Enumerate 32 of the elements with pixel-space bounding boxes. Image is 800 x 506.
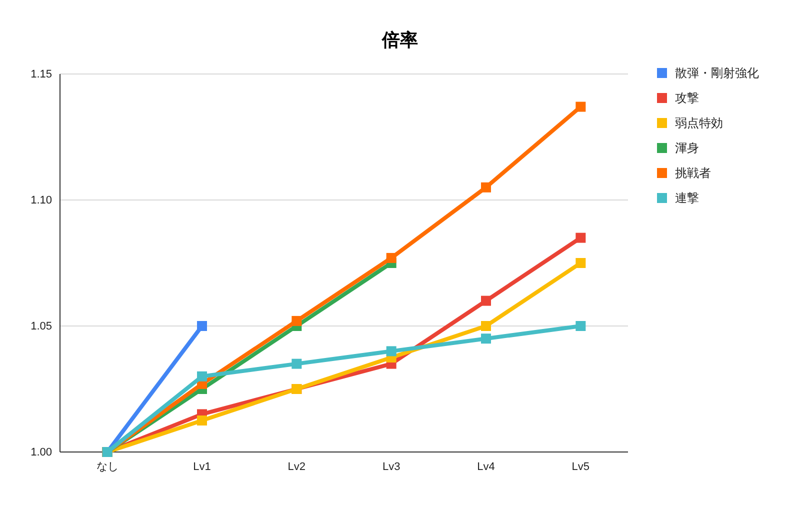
x-tick-label: Lv3 — [382, 460, 400, 473]
legend-label: 攻撃 — [675, 91, 699, 105]
x-tick-label: Lv2 — [288, 460, 306, 473]
y-tick-label: 1.05 — [30, 320, 52, 333]
point — [292, 358, 302, 369]
legend-label: 散弾・剛射強化 — [675, 66, 759, 80]
point — [576, 232, 586, 243]
point — [292, 316, 302, 326]
x-tick-label: Lv4 — [477, 460, 495, 473]
point — [386, 346, 396, 356]
point — [197, 321, 207, 331]
y-tick-label: 1.10 — [30, 194, 52, 207]
point — [481, 321, 491, 331]
chart-title: 倍率 — [381, 30, 418, 51]
x-tick-label: なし — [96, 460, 118, 473]
point — [197, 416, 207, 426]
y-tick-label: 1.00 — [30, 446, 52, 459]
point — [197, 371, 207, 382]
point — [386, 252, 396, 263]
x-tick-label: Lv5 — [572, 460, 590, 473]
legend-label: 挑戦者 — [675, 166, 711, 180]
point — [481, 182, 491, 192]
point — [576, 102, 586, 112]
point — [481, 296, 491, 306]
legend-label: 弱点特効 — [675, 116, 723, 130]
legend-label: 連撃 — [675, 191, 699, 205]
legend-label: 渾身 — [675, 141, 699, 155]
point — [576, 321, 586, 331]
point — [481, 334, 491, 344]
x-tick-label: Lv1 — [193, 460, 211, 473]
point — [576, 258, 586, 268]
y-tick-label: 1.15 — [30, 68, 52, 81]
